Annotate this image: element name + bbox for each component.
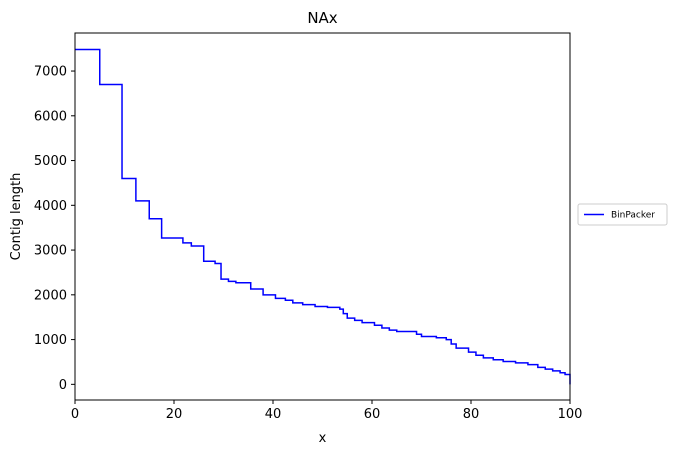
- y-tick-label: 1000: [34, 333, 67, 348]
- y-tick-label: 2000: [34, 288, 67, 303]
- y-axis-label: Contig length: [9, 173, 24, 261]
- x-tick-label: 20: [166, 407, 183, 422]
- tick-group: 0 20 40 60 80 1000100020003000400050006000700…: [34, 65, 583, 422]
- legend-label-binpacker: BinPacker: [611, 211, 655, 221]
- y-tick-label: 6000: [34, 109, 67, 124]
- y-tick-label: 4000: [34, 199, 67, 214]
- x-tick-label: 40: [265, 407, 282, 422]
- legend: BinPacker: [577, 203, 668, 226]
- x-axis-label: x: [319, 431, 327, 446]
- legend-box: [577, 203, 668, 226]
- y-tick-label: 0: [59, 378, 67, 393]
- chart-title: NAx: [307, 9, 337, 27]
- x-tick-label: 0: [71, 407, 79, 422]
- x-tick-label: 100: [558, 407, 583, 422]
- plot-frame: [74, 32, 571, 401]
- series-group: [75, 48, 571, 385]
- x-tick-label: 60: [364, 407, 381, 422]
- series-line-binpacker: [75, 48, 571, 385]
- y-tick-label: 5000: [34, 154, 67, 169]
- x-tick-label: 80: [463, 407, 480, 422]
- y-tick-label: 3000: [34, 244, 67, 259]
- y-tick-label: 7000: [34, 65, 67, 80]
